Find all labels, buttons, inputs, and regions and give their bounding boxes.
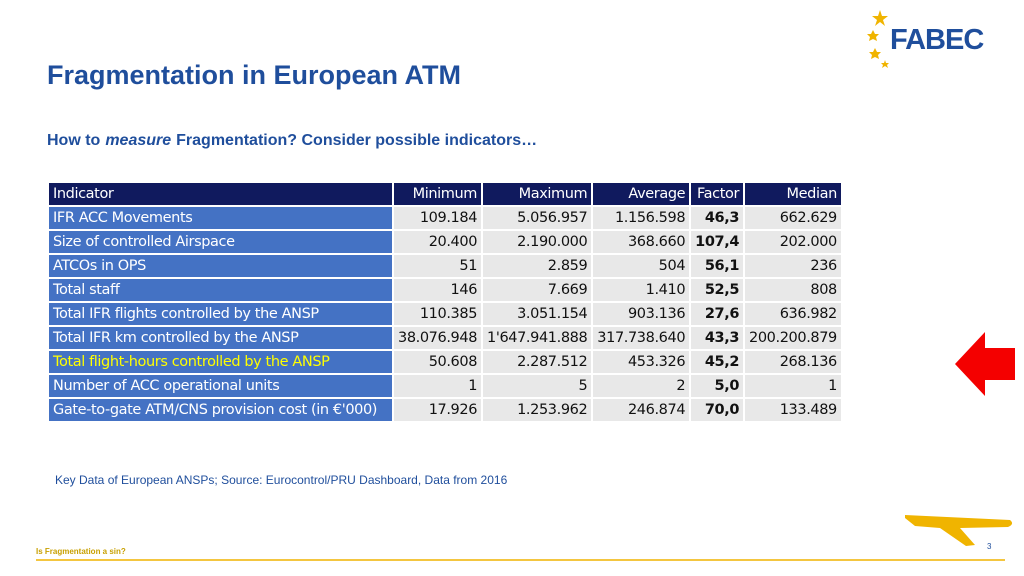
- header-cell: Factor: [689, 181, 746, 207]
- logo-stars: [867, 10, 889, 68]
- value-cell: 109.184: [391, 205, 484, 231]
- table-row: IFR ACC Movements 109.184 5.056.957 1.156.5…: [47, 205, 843, 231]
- value-cell: 662.629: [743, 205, 843, 231]
- indicator-cell: Gate-to-gate ATM/CNS provision cost (in …: [47, 397, 394, 423]
- title: Fragmentation in European ATM: [47, 60, 462, 90]
- value-cell: 51: [391, 253, 484, 279]
- value-cell: 636.982: [743, 301, 843, 327]
- indicator-cell: Total flight-hours controlled by the ANS…: [47, 349, 394, 375]
- indicator-cell: Number of ACC operational units: [47, 373, 394, 399]
- indicator-cell: Total IFR km controlled by the ANSP: [47, 325, 394, 351]
- value-cell: 1.253.962: [481, 397, 594, 423]
- value-cell: 3.051.154: [481, 301, 594, 327]
- value-cell: 43,3: [689, 325, 746, 351]
- indicator-cell: IFR ACC Movements: [47, 205, 394, 231]
- value-cell: 46,3: [689, 205, 746, 231]
- value-cell: 45,2: [689, 349, 746, 375]
- value-cell: 1: [743, 373, 843, 399]
- value-cell: 56,1: [689, 253, 746, 279]
- indicator-cell: Total IFR flights controlled by the ANSP: [47, 301, 394, 327]
- value-cell: 903.136: [591, 301, 692, 327]
- value-cell: 368.660: [591, 229, 692, 255]
- value-cell: 246.874: [591, 397, 692, 423]
- table-row: ATCOs in OPS 51 2.859 504 56,1 236: [47, 253, 843, 279]
- value-cell: 808: [743, 277, 843, 303]
- page-number: 3: [987, 542, 992, 551]
- value-cell: 50.608: [391, 349, 484, 375]
- indicator-cell: Total staff: [47, 277, 394, 303]
- value-cell: 5,0: [689, 373, 746, 399]
- subtitle: How to measure Fragmentation? Consider pos…: [47, 132, 542, 150]
- header-cell: Average: [591, 181, 692, 207]
- logo: FABEC: [890, 24, 984, 56]
- value-cell: 110.385: [391, 301, 484, 327]
- table-row: Total IFR km controlled by the ANSP 38.07…: [47, 325, 843, 351]
- header-cell: Minimum: [391, 181, 484, 207]
- value-cell: 38.076.948: [391, 325, 484, 351]
- table-row: Total flight-hours controlled by the ANS…: [47, 349, 843, 375]
- value-cell: 268.136: [743, 349, 843, 375]
- table-row: Total IFR flights controlled by the ANSP…: [47, 301, 843, 327]
- subtitle-rest: Fragmentation? Consider possible indicat…: [176, 132, 538, 149]
- value-cell: 17.926: [391, 397, 484, 423]
- value-cell: 5.056.957: [481, 205, 594, 231]
- value-cell: 133.489: [743, 397, 843, 423]
- value-cell: 1.156.598: [591, 205, 692, 231]
- value-cell: 1.410: [591, 277, 692, 303]
- table-row: Total staff 146 7.669 1.410 52,5 808: [47, 277, 843, 303]
- table-row: Gate-to-gate ATM/CNS provision cost (in …: [47, 397, 843, 423]
- plane-icon: [905, 515, 1013, 546]
- value-cell: 146: [391, 277, 484, 303]
- header-cell: Maximum: [481, 181, 594, 207]
- indicator-cell: ATCOs in OPS: [47, 253, 394, 279]
- table-row: Size of controlled Airspace 20.400 2.190.0…: [47, 229, 843, 255]
- subtitle-emphasis: measure: [105, 132, 172, 149]
- value-cell: 52,5: [689, 277, 746, 303]
- footnote: Key Data of European ANSPs; Source: Euro…: [55, 473, 508, 487]
- value-cell: 1'647.941.888: [481, 325, 594, 351]
- value-cell: 236: [743, 253, 843, 279]
- value-cell: 2.859: [481, 253, 594, 279]
- data-table: Indicator Minimum Maximum Average Factor Medi…: [47, 181, 843, 423]
- value-cell: 453.326: [591, 349, 692, 375]
- value-cell: 2.190.000: [481, 229, 594, 255]
- value-cell: 20.400: [391, 229, 484, 255]
- header-cell: Median: [743, 181, 843, 207]
- value-cell: 5: [481, 373, 594, 399]
- value-cell: 202.000: [743, 229, 843, 255]
- footer: Is Fragmentation a sin?: [36, 547, 126, 556]
- table-row: Number of ACC operational units 1 5 2 5,0 1: [47, 373, 843, 399]
- value-cell: 70,0: [689, 397, 746, 423]
- value-cell: 2.287.512: [481, 349, 594, 375]
- value-cell: 2: [591, 373, 692, 399]
- subtitle-lead: How to: [47, 132, 101, 149]
- header-row: Indicator Minimum Maximum Average Factor Medi…: [47, 181, 843, 207]
- indicator-cell: Size of controlled Airspace: [47, 229, 394, 255]
- value-cell: 317.738.640: [591, 325, 692, 351]
- value-cell: 1: [391, 373, 484, 399]
- value-cell: 504: [591, 253, 692, 279]
- value-cell: 107,4: [689, 229, 746, 255]
- value-cell: 200.200.879: [743, 325, 843, 351]
- value-cell: 27,6: [689, 301, 746, 327]
- value-cell: 7.669: [481, 277, 594, 303]
- header-cell: Indicator: [47, 181, 394, 207]
- arrow: [955, 332, 1015, 396]
